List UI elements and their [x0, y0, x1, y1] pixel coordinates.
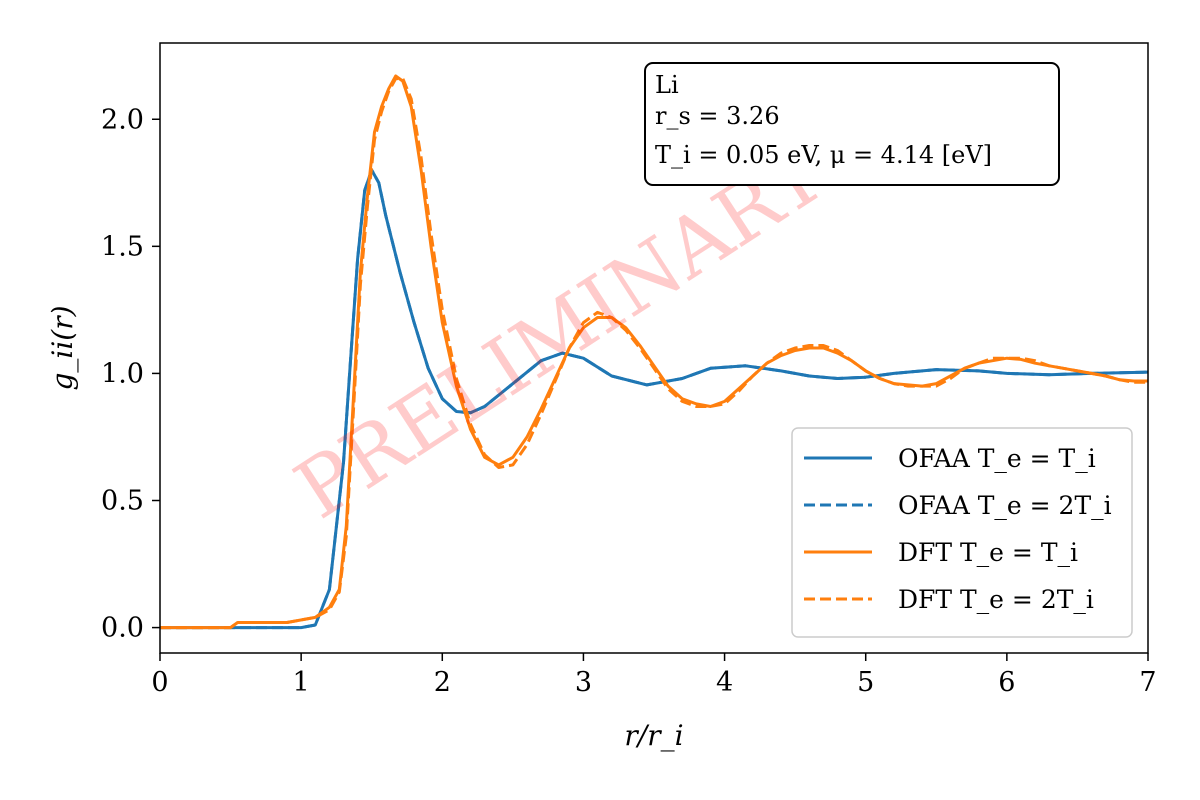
x-axis-ticks: 0 1 2 3 4 5 6 7: [151, 653, 1157, 698]
y-axis-ticks: 0.0 0.5 1.0 1.5 2.0: [101, 104, 160, 644]
annotation-line-temperature: T_i = 0.05 eV, μ = 4.14 [eV]: [655, 141, 992, 169]
series-layer: [160, 74, 1148, 630]
y-tick-label: 0.0: [101, 613, 144, 644]
legend-label: OFAA T_e = T_i: [898, 444, 1096, 473]
x-tick-label: 0: [151, 667, 168, 698]
series-line-2: [160, 168, 1148, 630]
x-tick-label: 4: [716, 667, 733, 698]
legend-frame: [791, 427, 1133, 638]
y-tick-label: 1.5: [101, 231, 144, 262]
y-axis-label: g_ii(r): [46, 305, 79, 390]
legend: OFAA T_e = T_i OFAA T_e = 2T_i DFT T_e = T…: [791, 427, 1133, 638]
y-tick-label: 2.0: [101, 104, 144, 135]
plot-area-frame: [159, 42, 1149, 654]
annotation-line-rs: r_s = 3.26: [655, 102, 780, 130]
legend-label: OFAA T_e = 2T_i: [898, 491, 1112, 520]
annotation-frame: [644, 62, 1060, 186]
legend-label: DFT T_e = 2T_i: [898, 585, 1094, 614]
x-tick-label: 5: [857, 667, 874, 698]
legend-items: OFAA T_e = T_i OFAA T_e = 2T_i DFT T_e = T…: [804, 444, 1112, 614]
legend-label: DFT T_e = T_i: [898, 538, 1078, 567]
x-tick-label: 6: [998, 667, 1015, 698]
y-tick-label: 0.5: [101, 486, 144, 517]
annotation-box: Li r_s = 3.26 T_i = 0.05 eV, μ = 4.14 [e…: [644, 62, 1060, 186]
x-tick-label: 3: [575, 667, 592, 698]
series-line-4: [160, 77, 1148, 630]
x-tick-label: 7: [1139, 667, 1156, 698]
x-tick-label: 1: [293, 667, 310, 698]
y-tick-label: 1.0: [101, 358, 144, 389]
annotation-line-element: Li: [655, 71, 679, 99]
x-tick-label: 2: [434, 667, 451, 698]
x-axis-label: r/r_i: [624, 719, 683, 752]
